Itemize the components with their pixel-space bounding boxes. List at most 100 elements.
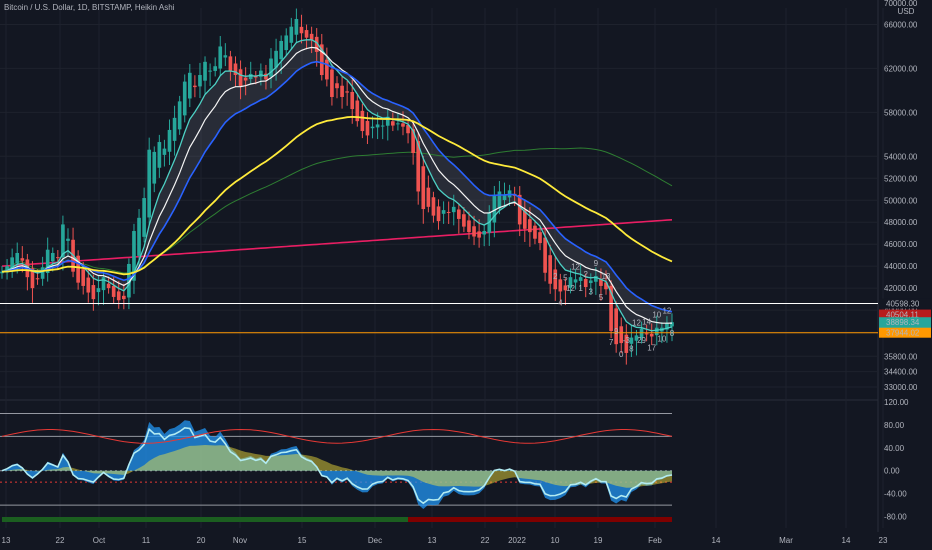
candle-body xyxy=(309,33,314,40)
candle-body xyxy=(319,44,324,76)
candle-body xyxy=(416,141,421,192)
candle-body xyxy=(578,277,583,281)
candle-body xyxy=(233,63,238,76)
candle-body xyxy=(193,85,197,88)
x-tick-label: 11 xyxy=(142,536,151,545)
candle-body xyxy=(91,285,96,300)
x-tick-label: Mar xyxy=(779,536,793,545)
y-tick-label: 35800.00 xyxy=(884,352,918,361)
candle-body xyxy=(619,326,624,344)
candle-body xyxy=(411,129,415,154)
candle-body xyxy=(269,58,273,77)
osc-y-tick-label: 0.00 xyxy=(884,467,900,476)
count-label: 14 xyxy=(642,317,651,326)
candle-body xyxy=(472,226,476,237)
candle-body xyxy=(132,231,136,281)
candle-body xyxy=(15,252,20,264)
candle-body xyxy=(340,85,344,97)
candle-body xyxy=(284,35,289,51)
candle-body xyxy=(629,337,634,344)
candle-body xyxy=(477,231,481,238)
candle-body xyxy=(599,278,603,286)
candle-body xyxy=(325,59,329,80)
candle-body xyxy=(670,322,674,327)
osc-red-line xyxy=(1,428,673,444)
x-tick-label: 14 xyxy=(712,536,721,545)
count-label: 2 xyxy=(553,272,558,281)
candle-body xyxy=(218,46,223,69)
candle-body xyxy=(177,101,182,130)
osc-y-tick-label: 120.00 xyxy=(884,398,909,407)
count-label: 3 xyxy=(589,287,594,296)
x-tick-label: 14 xyxy=(842,536,851,545)
candle-body xyxy=(157,142,162,168)
candle-body xyxy=(45,249,50,274)
candle-body xyxy=(5,266,9,273)
x-tick-label: Feb xyxy=(648,536,662,545)
candle-body xyxy=(198,75,202,87)
candle-body xyxy=(634,335,639,341)
candle-body xyxy=(152,151,157,184)
candle-body xyxy=(61,224,65,258)
osc-y-tick-label: 80.00 xyxy=(884,421,905,430)
candle-body xyxy=(96,288,101,293)
count-label: 4 xyxy=(558,298,563,307)
price-label: 40598.30 xyxy=(886,300,920,309)
candle-body xyxy=(238,69,243,86)
x-tick-label: Oct xyxy=(93,536,106,545)
candle-body xyxy=(360,110,365,132)
y-tick-label: 52000.00 xyxy=(884,174,918,183)
x-tick-label: Dec xyxy=(368,536,382,545)
candle-body xyxy=(116,291,121,301)
count-label: 17 xyxy=(647,343,656,352)
candle-body xyxy=(56,257,60,259)
trend-bar-bull xyxy=(2,517,409,522)
candle-body xyxy=(203,61,207,81)
count-label: 12 xyxy=(662,306,671,315)
ema-blue-line xyxy=(1,60,673,313)
candle-body xyxy=(588,280,593,284)
candle-body xyxy=(350,91,355,110)
candle-body xyxy=(533,225,537,239)
candle-body xyxy=(492,194,497,223)
candle-body xyxy=(40,267,45,279)
price-label-box xyxy=(879,327,931,338)
x-tick-label: 20 xyxy=(197,536,206,545)
count-label: -3 xyxy=(623,336,631,345)
candle-body xyxy=(665,323,669,330)
y-tick-label: 46000.00 xyxy=(884,240,918,249)
candle-body xyxy=(614,308,618,345)
candle-body xyxy=(502,194,507,201)
candle-body xyxy=(10,257,14,270)
candle-body xyxy=(553,269,558,290)
count-label: 8 xyxy=(629,345,634,354)
candle-body xyxy=(304,30,309,38)
count-label: 1 xyxy=(578,284,583,293)
candle-body xyxy=(406,125,410,134)
candle-body xyxy=(421,166,426,210)
candle-body xyxy=(441,210,446,214)
candle-body xyxy=(106,283,111,289)
candle-body xyxy=(462,214,466,227)
candle-body xyxy=(456,209,461,219)
count-label: 9 xyxy=(614,327,619,336)
y-tick-label: 66000.00 xyxy=(884,20,918,29)
candle-body xyxy=(20,258,25,261)
candle-body xyxy=(335,83,339,89)
x-tick-label: 10 xyxy=(551,536,560,545)
candle-body xyxy=(426,187,431,207)
osc-wave-area xyxy=(2,420,672,510)
candle-body xyxy=(30,268,35,289)
candle-body xyxy=(182,81,187,116)
candle-body xyxy=(573,279,578,283)
candle-body xyxy=(81,269,86,286)
candle-body xyxy=(482,231,487,235)
count-label: 2 xyxy=(583,270,588,279)
candle-body xyxy=(624,334,629,353)
ema-fast-line xyxy=(1,39,673,332)
candle-body xyxy=(568,277,573,288)
candle-body xyxy=(142,198,146,237)
candle-body xyxy=(289,26,294,43)
x-tick-label: 15 xyxy=(298,536,307,545)
